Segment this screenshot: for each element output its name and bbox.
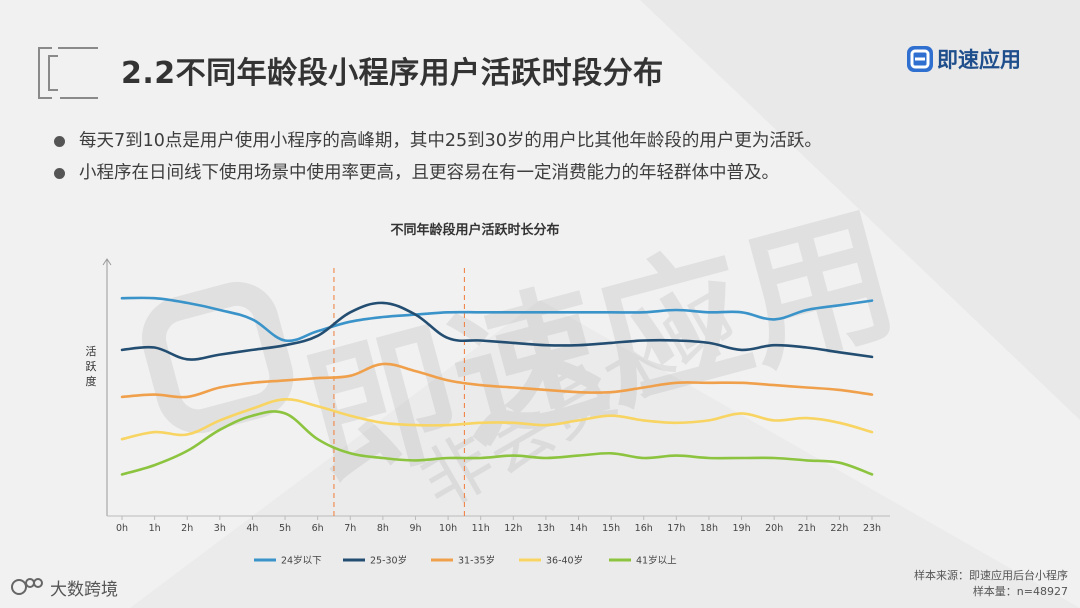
legend-item: 24岁以下 [254,555,322,567]
x-tick-label: 1h [149,523,161,534]
x-tick-label: 20h [765,523,783,534]
logo-text: 即速应用 [937,48,1021,72]
x-tick-label: 17h [667,523,685,534]
brand-logo: 即速应用 [906,44,1021,74]
series-line [120,410,874,476]
x-tick-label: 6h [312,523,324,534]
legend-label: 41岁以上 [636,555,677,567]
series-line [120,362,874,399]
x-axis-ticks [121,516,873,520]
series-lines [120,296,874,476]
page-title: 2.2不同年龄段小程序用户活跃时段分布 [121,56,664,91]
logo-mark-icon [907,46,933,72]
y-axis-label-char: 活 [86,345,97,358]
x-tick-label: 2h [181,523,193,534]
bullet-dot-icon [54,167,65,179]
x-tick-label: 15h [602,523,620,534]
series-line [120,296,874,343]
y-axis-arrow-icon [102,258,112,266]
chart-title: 不同年龄段用户活跃时长分布 [390,222,559,238]
bullet-list: 每天7到10点是用户使用小程序的高峰期，其中25到30岁的用户比其他年龄段的用户… [54,131,822,195]
bullet-item: 每天7到10点是用户使用小程序的高峰期，其中25到30岁的用户比其他年龄段的用户… [54,131,822,151]
x-tick-label: 5h [279,523,291,534]
source-note: 样本来源：即速应用后台小程序 样本量：n=48927 [914,568,1068,600]
x-tick-label: 18h [700,523,718,534]
footer-brand-icon [11,578,43,595]
x-tick-label: 16h [635,523,653,534]
x-tick-label: 3h [214,523,226,534]
x-tick-label: 14h [569,523,587,534]
series-line [120,301,874,361]
y-axis-label: 活 跃 度 [86,345,97,388]
legend-item: 25-30岁 [343,555,407,567]
legend-item: 41岁以上 [609,555,677,567]
x-tick-label: 23h [863,523,881,534]
source-line: 样本来源：即速应用后台小程序 [914,569,1068,582]
legend-label: 36-40岁 [546,555,583,567]
y-axis-label-char: 跃 [86,359,97,373]
footer-brand: 大数跨境 [10,574,118,600]
chart-legend: 24岁以下 25-30岁 31-35岁 36-40岁 41岁以上 [254,555,677,567]
legend-label: 25-30岁 [370,555,407,567]
bullet-item: 小程序在日间线下使用场景中使用率更高，且更容易在有一定消费能力的年轻群体中普及。 [54,163,822,183]
x-tick-label: 10h [439,523,457,534]
x-tick-label: 4h [246,523,258,534]
legend-label: 24岁以下 [281,555,322,567]
x-tick-label: 7h [344,523,356,534]
series-line [120,397,874,441]
bullet-dot-icon [54,135,65,147]
legend-item: 36-40岁 [519,555,583,567]
y-axis-label-char: 度 [86,374,97,388]
x-tick-label: 0h [116,523,128,534]
x-tick-label: 9h [409,523,421,534]
x-tick-label: 8h [377,523,389,534]
frame-corner-icon [38,47,98,99]
legend-item: 31-35岁 [431,555,495,567]
x-tick-label: 21h [798,523,816,534]
sample-size: 样本量：n=48927 [972,585,1068,598]
x-tick-label: 13h [537,523,555,534]
x-tick-label: 19h [733,523,751,534]
x-tick-label: 11h [472,523,490,534]
x-tick-label: 22h [830,523,848,534]
footer-brand-text: 大数跨境 [50,579,118,600]
legend-label: 31-35岁 [458,555,495,567]
x-axis-labels: 0h 1h 2h 3h 4h 5h 6h 7h 8h 9h 10h 11h 12h 13h 14h 15h 16… [116,523,881,534]
x-tick-label: 12h [504,523,522,534]
